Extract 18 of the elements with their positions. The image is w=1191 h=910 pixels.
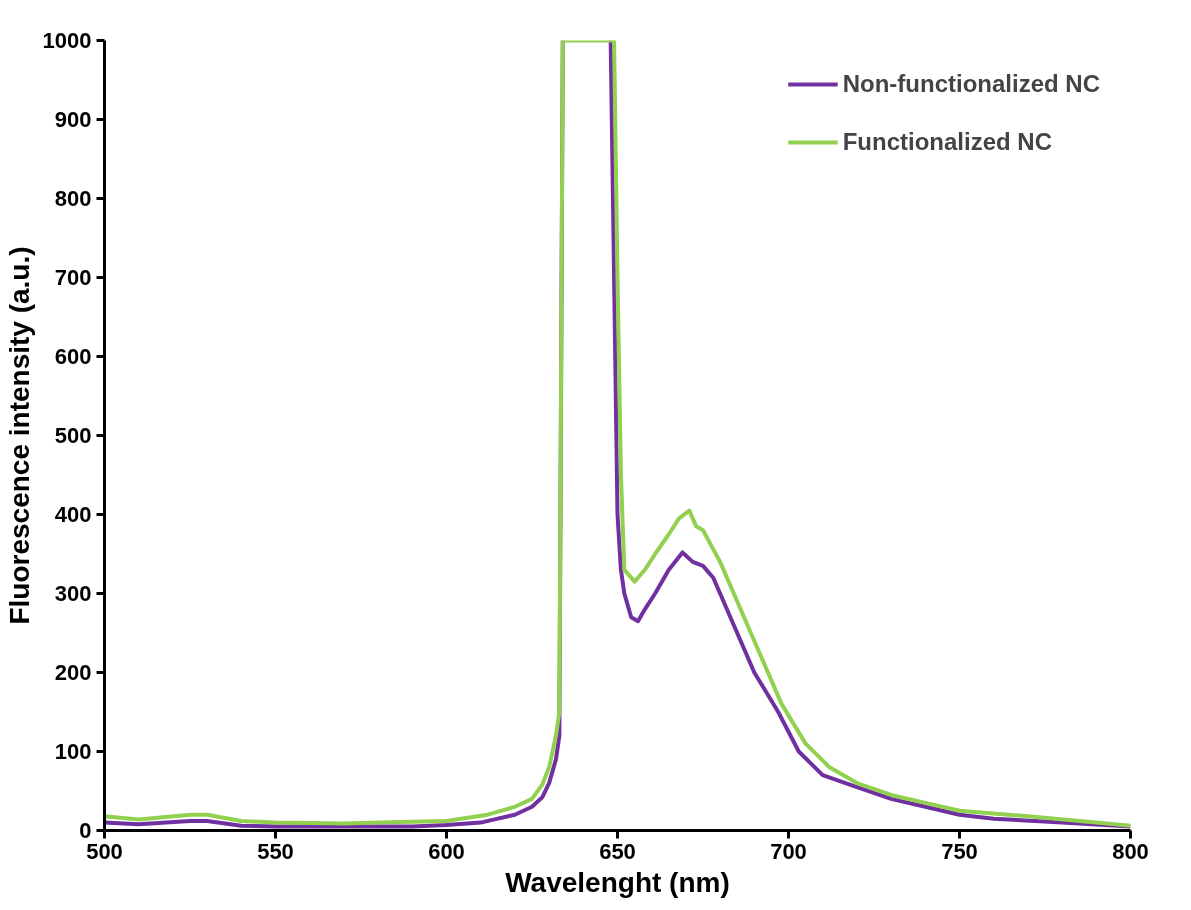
y-tick-label: 600 — [54, 344, 92, 369]
y-tick-label: 200 — [54, 660, 92, 685]
x-tick-label: 600 — [428, 838, 465, 864]
x-tick-label: 650 — [599, 838, 636, 864]
y-tick-label: 700 — [54, 265, 92, 290]
y-axis-title: Fluorescence intensity (a.u.) — [3, 246, 35, 625]
x-tick-label: 800 — [1112, 838, 1149, 864]
y-tick-label: 500 — [54, 423, 92, 448]
y-tick-label: 100 — [54, 739, 92, 764]
y-tick-label: 1000 — [42, 28, 92, 53]
y-tick-label: 800 — [54, 186, 92, 211]
y-tick-label: 300 — [54, 581, 92, 606]
x-tick-label: 550 — [257, 838, 294, 864]
y-tick-label: 400 — [54, 502, 92, 527]
x-tick-label: 750 — [941, 838, 978, 864]
x-tick-label: 700 — [770, 838, 807, 864]
x-axis-title: Wavelenght (nm) — [505, 866, 730, 898]
y-tick-label: 900 — [54, 107, 92, 132]
